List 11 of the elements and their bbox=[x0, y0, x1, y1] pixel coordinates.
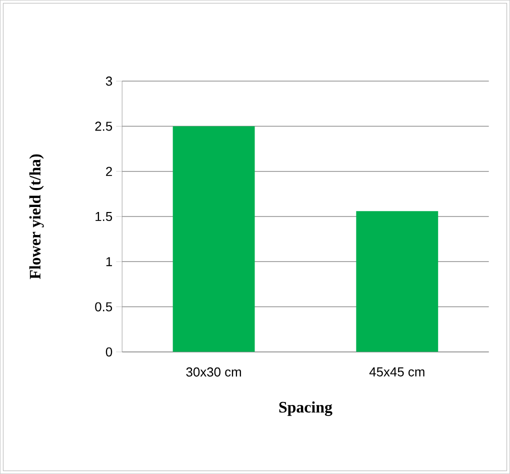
y-tick-label: 1 bbox=[106, 257, 112, 266]
y-tick-label: 2.5 bbox=[95, 122, 112, 131]
x-tick-label: 30x30 cm bbox=[186, 367, 241, 377]
x-axis-title: Spacing bbox=[279, 401, 332, 416]
y-tick-label: 1.5 bbox=[96, 212, 112, 222]
y-tick-label: 3 bbox=[106, 76, 112, 86]
y-tick-label: 0 bbox=[106, 347, 112, 356]
y-axis-title: Flower yield (t/ha) bbox=[29, 154, 44, 280]
y-tick-label: 2 bbox=[106, 166, 112, 176]
y-tick-label: 0.5 bbox=[95, 302, 112, 312]
x-tick-label: 45x45 cm bbox=[369, 367, 424, 376]
